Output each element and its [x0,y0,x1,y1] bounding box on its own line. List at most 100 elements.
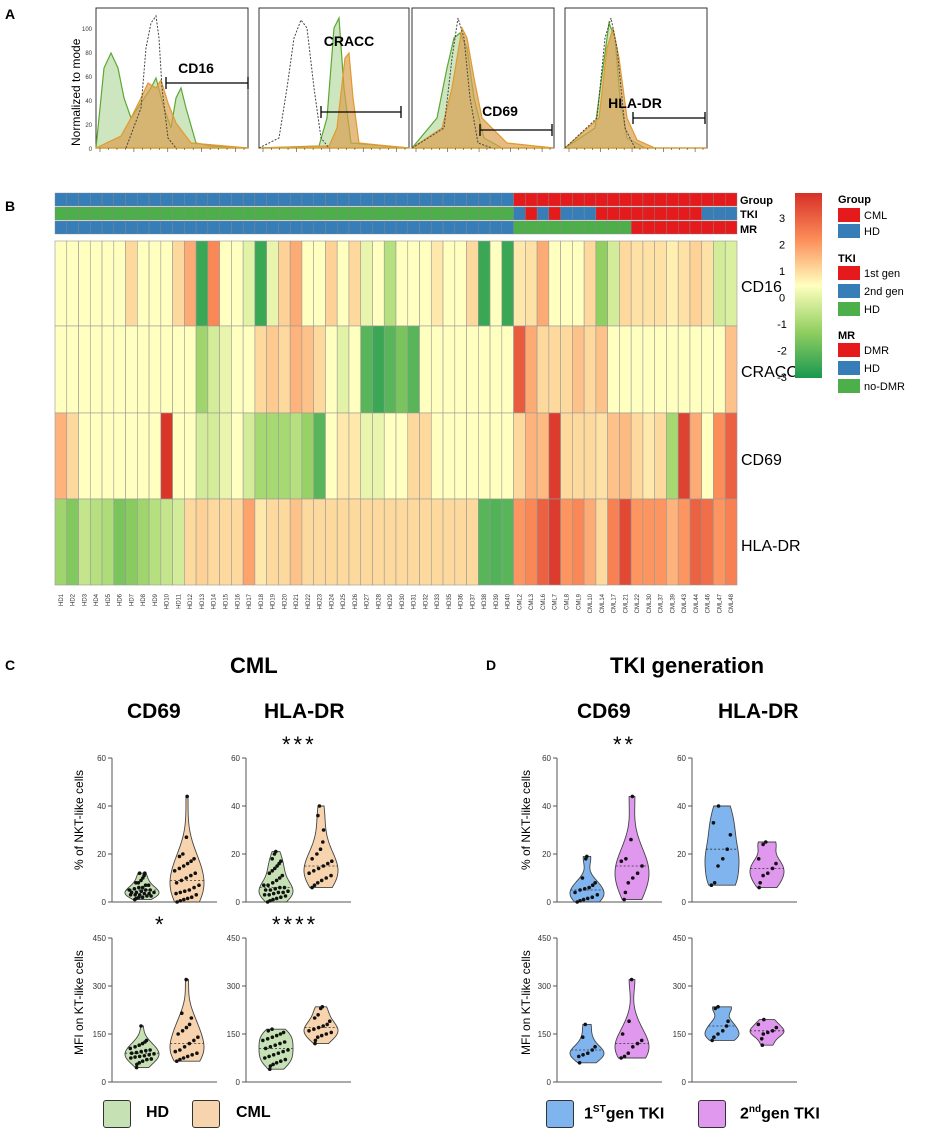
violin-point [148,1048,152,1052]
violin-point [316,866,321,871]
violin-point [137,1043,141,1047]
violin-point [765,1030,770,1035]
violin-point [583,1022,588,1027]
column-label: CML47 [717,593,723,613]
violin-point [586,1051,590,1055]
violin-point [262,1056,267,1060]
column-label: CML9 [576,593,582,610]
legend-label-1st-gen-tki: 1STgen TKI [584,1104,665,1123]
column-label: CML8 [565,593,571,610]
column-label: HD32 [423,593,429,609]
violin-ytick: 0 [682,1078,687,1087]
violin-ytick: 450 [538,934,552,943]
violin-shape [569,1023,605,1064]
violin-point [635,1041,640,1046]
column-label: HD31 [412,593,418,609]
significance-c-hladr-top: *** [282,732,317,757]
color-scale-tick: -2 [777,346,787,358]
violin-point [720,857,725,861]
legend-label-hd: HD [146,1104,170,1121]
column-label: HD12 [188,593,194,609]
violin-ytick: 60 [97,754,106,763]
violin-point [774,861,778,866]
violin-ytick: 60 [542,754,551,763]
violin-point [312,1016,317,1020]
violin-point [129,1051,134,1055]
violin-point [593,881,597,885]
column-label: HD20 [282,593,288,609]
violin-point [185,1054,190,1059]
violin-point [626,1051,631,1055]
legend-swatch-hd-tki [838,302,860,316]
violin-ytick: 150 [227,1030,241,1039]
row-label-cd16: CD16 [741,279,782,296]
annot-mr-cell [725,220,738,235]
column-label: HD38 [482,593,488,609]
violin-point [619,1056,623,1060]
column-label: HD33 [435,593,441,609]
violin-point [330,859,334,863]
violin-point [266,883,270,887]
panel-letter-c: C [5,657,16,673]
violin-point [630,876,635,880]
violin-point [187,888,192,892]
violin-point [127,888,132,892]
color-scale-tick: 2 [779,240,785,252]
violin-point [760,1043,765,1047]
violin-point [770,866,775,871]
violin-ytick: 20 [542,850,551,859]
violin-point [629,977,634,982]
violin-point [271,891,276,896]
c-top-ylabel: % of NKT-like cells [72,770,86,870]
violin-point [175,900,179,904]
legend-swatch-dmr [838,343,860,357]
violin-point [177,854,182,859]
violin-point [137,871,142,875]
violin-point [282,1040,287,1044]
violin-point [278,1041,282,1046]
violin-point [770,1029,775,1033]
violin-point [713,1006,718,1011]
violin-point [139,1049,144,1054]
violin-shape [704,1006,740,1041]
column-label: HD28 [376,593,382,609]
column-label: HD9 [153,593,159,606]
histogram-ytick: 100 [82,27,93,33]
violin-point [177,866,182,871]
histogram-control-curve [125,14,177,149]
violin-point [267,871,272,875]
significance-d-cd69-top: ** [613,732,637,757]
violin-point [282,885,287,890]
column-label: CML30 [647,593,653,613]
violin-point [622,1054,627,1059]
violin-point [274,878,279,883]
d-bottom-ylabel: MFI on KT-like cells [519,950,533,1055]
violin-point [315,852,319,856]
column-label: CML6 [541,593,547,610]
violin-point [321,1024,326,1028]
violin-ytick: 150 [673,1030,687,1039]
violin-point [149,1057,154,1061]
violin-point [716,1005,720,1009]
violin-point [590,1048,595,1052]
violin-point [192,1038,196,1043]
color-scale-tick: -1 [777,319,787,331]
violin-point [262,893,267,897]
legend-label-2nd-gen: 2nd gen [864,286,904,298]
violin-point [143,1048,148,1053]
column-label: CML44 [694,593,700,613]
panel-letter-a: A [5,6,16,22]
violin-point [181,852,185,856]
legend-mr-title: MR [838,330,855,342]
violin-point [190,1053,194,1057]
column-label: HD7 [129,593,135,606]
violin-point [145,1057,149,1062]
violin-point [711,821,716,825]
column-label: CML43 [682,593,688,613]
violin-ytick: 0 [547,898,552,907]
histogram-control-curve [411,17,493,149]
violin-point [185,794,189,799]
violin-point [184,1025,189,1030]
violin-point [311,869,316,873]
heatmap-panel: HD1 HD2 HD3 HD4 HD5 HD6 HD7 HD8 HD9 HD10 HD11 HD12 H… [54,192,905,613]
